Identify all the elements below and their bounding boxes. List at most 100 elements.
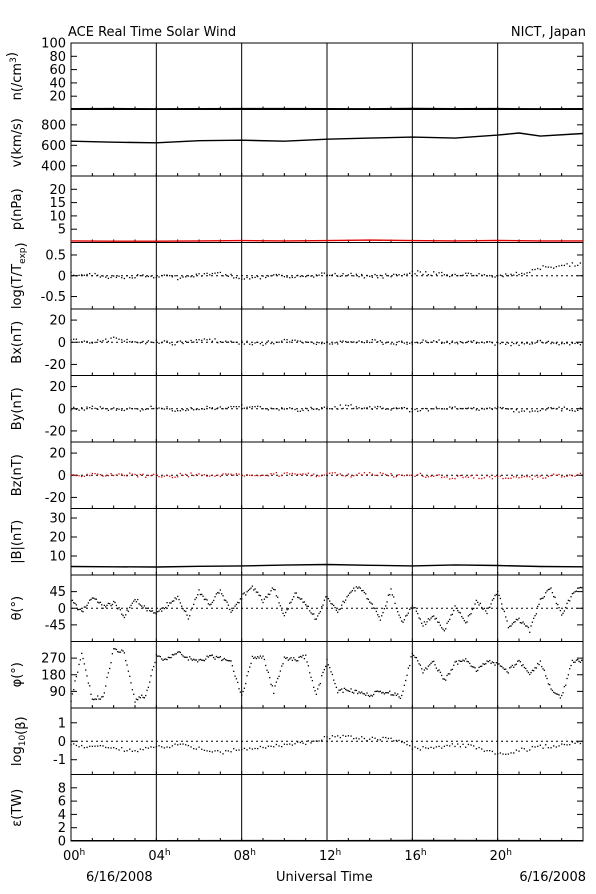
data-point-bx: [177, 340, 179, 343]
data-point-bz: [430, 475, 432, 477]
data-point-bx: [579, 344, 582, 346]
data-point-theta: [107, 602, 110, 605]
data-point-beta: [278, 745, 280, 747]
data-point-phi: [298, 656, 300, 658]
data-point-temperature: [163, 274, 166, 276]
data-point-bx: [283, 338, 286, 341]
data-point-theta: [213, 599, 215, 602]
data-point-phi: [183, 656, 186, 658]
data-point-by: [550, 406, 552, 409]
data-point-theta: [518, 617, 520, 619]
data-point-bz: [371, 473, 374, 475]
data-point-phi: [317, 688, 319, 690]
data-point-phi: [478, 666, 480, 669]
data-point-beta: [171, 745, 174, 747]
data-point-by: [566, 408, 568, 410]
data-point-beta: [502, 753, 504, 755]
data-point-beta: [233, 748, 235, 750]
data-point-temperature: [433, 271, 435, 273]
data-point-phi: [385, 692, 387, 694]
data-point-bx: [433, 340, 435, 342]
data-point-beta: [379, 739, 382, 741]
data-point-phi: [233, 670, 235, 672]
data-point-phi: [333, 679, 335, 681]
data-point-temperature: [505, 273, 507, 275]
data-point-temperature: [177, 278, 179, 281]
data-point-beta: [441, 747, 443, 749]
data-point-phi: [114, 648, 116, 650]
data-point-bz: [134, 473, 136, 476]
data-point-beta: [417, 747, 419, 750]
data-point-bz: [347, 473, 350, 475]
data-point-by: [321, 407, 323, 409]
data-point-phi: [126, 664, 128, 666]
data-point-theta: [311, 613, 314, 615]
data-point-by: [393, 407, 395, 409]
data-point-beta: [299, 741, 302, 744]
data-point-temperature: [473, 274, 475, 277]
data-point-by: [203, 408, 206, 410]
data-point-beta: [302, 742, 304, 744]
data-point-phi: [329, 666, 331, 669]
data-point-bx: [491, 342, 494, 344]
data-point-bx: [265, 343, 267, 345]
data-point-bx: [113, 336, 115, 338]
data-point-bz: [507, 477, 510, 480]
data-point-theta: [497, 590, 499, 593]
data-point-temperature: [427, 273, 430, 276]
data-point-bz: [83, 475, 86, 477]
data-point-phi: [99, 698, 102, 700]
data-point-phi: [313, 686, 315, 689]
y-axis-label-bt: |B|(nT): [10, 520, 25, 564]
data-point-bx: [249, 343, 251, 345]
data-point-bz: [355, 474, 358, 476]
data-point-bx: [403, 342, 406, 344]
data-point-bx: [361, 341, 363, 343]
data-point-by: [283, 408, 286, 410]
data-point-theta: [465, 622, 467, 624]
data-point-theta: [201, 593, 203, 596]
data-point-phi: [139, 697, 142, 699]
data-point-beta: [499, 752, 502, 754]
data-point-beta: [454, 745, 456, 748]
data-point-temperature: [115, 276, 118, 279]
data-point-bz: [475, 474, 478, 476]
data-point-theta: [302, 601, 304, 603]
data-point-phi: [197, 661, 199, 663]
data-point-temperature: [550, 266, 552, 268]
data-point-theta: [154, 612, 156, 614]
data-point-theta: [111, 603, 114, 606]
data-point-phi: [393, 694, 395, 696]
data-point-bz: [542, 477, 544, 479]
data-point-temperature: [382, 277, 384, 279]
data-point-beta: [203, 749, 206, 751]
data-point-bz: [387, 475, 390, 477]
y-tick-label-by: 0: [58, 402, 66, 417]
data-point-theta: [537, 605, 539, 608]
data-point-theta: [70, 600, 72, 602]
data-point-phi: [175, 653, 178, 655]
data-point-theta: [238, 602, 240, 604]
data-point-bx: [254, 342, 256, 344]
data-point-theta: [155, 613, 158, 615]
data-point-phi: [466, 660, 468, 663]
data-point-temperature: [526, 272, 528, 274]
data-point-beta: [177, 744, 179, 746]
data-point-theta: [331, 603, 334, 605]
data-point-by: [307, 409, 310, 412]
data-point-phi: [549, 684, 551, 686]
data-point-theta: [255, 591, 258, 593]
data-point-bz: [305, 473, 307, 475]
data-point-beta: [326, 736, 328, 738]
data-point-theta: [217, 591, 219, 594]
data-point-by: [227, 406, 230, 409]
data-point-theta: [521, 622, 523, 624]
data-point-theta: [409, 608, 411, 610]
data-point-temperature: [161, 274, 163, 277]
data-point-beta: [259, 745, 262, 748]
data-point-phi: [270, 683, 272, 686]
data-point-phi: [391, 694, 394, 696]
data-point-beta: [262, 746, 264, 749]
data-point-phi: [239, 691, 242, 693]
